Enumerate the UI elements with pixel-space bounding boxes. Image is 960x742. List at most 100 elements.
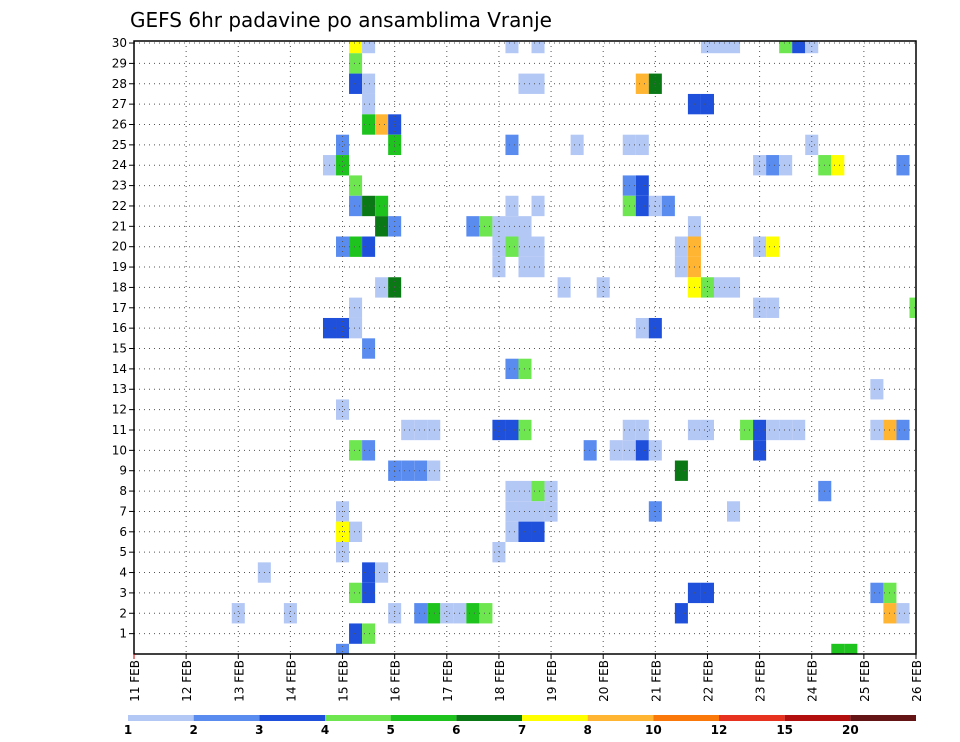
heatmap-cell bbox=[870, 582, 884, 604]
heatmap-cell bbox=[427, 419, 441, 441]
y-tick-label: 13 bbox=[112, 382, 127, 396]
heatmap-cell bbox=[727, 277, 741, 298]
heatmap-cell bbox=[700, 93, 714, 115]
colorbar-swatch bbox=[259, 715, 325, 721]
heatmap-cell bbox=[531, 236, 545, 257]
heatmap-cell bbox=[727, 501, 741, 522]
y-tick-label: 20 bbox=[112, 240, 127, 254]
heatmap-cell bbox=[349, 521, 363, 542]
heatmap-cell bbox=[362, 41, 376, 54]
heatmap-cell bbox=[349, 440, 363, 461]
heatmap-cell bbox=[375, 562, 389, 583]
heatmap-cell bbox=[375, 216, 389, 237]
heatmap-cell bbox=[362, 114, 376, 135]
colorbar-swatch bbox=[456, 715, 522, 721]
y-tick-label: 27 bbox=[112, 97, 127, 111]
y-tick-label: 14 bbox=[112, 362, 127, 376]
x-tick-label: 20 FEB bbox=[597, 660, 611, 702]
heatmap-cell bbox=[531, 73, 545, 94]
heatmap-cell bbox=[635, 440, 649, 461]
y-tick-label: 4 bbox=[119, 566, 127, 580]
heatmap-cell bbox=[896, 155, 910, 176]
heatmap-cell bbox=[831, 643, 845, 654]
y-tick-label: 16 bbox=[112, 321, 127, 335]
heatmap-cell bbox=[896, 603, 910, 624]
heatmap-cell bbox=[766, 419, 780, 441]
heatmap-cell bbox=[844, 643, 858, 654]
heatmap-cell bbox=[349, 582, 363, 604]
heatmap-cell bbox=[349, 623, 363, 644]
heatmap-cell bbox=[674, 603, 688, 624]
heatmap-cell bbox=[505, 195, 519, 217]
heatmap-cell bbox=[349, 195, 363, 217]
heatmap-cell bbox=[349, 53, 363, 74]
heatmap-cell bbox=[505, 41, 519, 54]
y-tick-label: 19 bbox=[112, 260, 127, 274]
colorbar: 1 2 3 4 5 6 7 8 10 12 15 20 bbox=[124, 715, 916, 737]
x-tick-label: 12 FEB bbox=[180, 660, 194, 702]
heatmap-cell bbox=[349, 297, 363, 318]
y-tick-label: 11 bbox=[112, 423, 127, 437]
heatmap-cell bbox=[440, 603, 454, 624]
x-tick-label: 25 FEB bbox=[858, 660, 872, 702]
y-tick-label: 9 bbox=[119, 464, 127, 478]
heatmap-cell bbox=[375, 114, 389, 135]
heatmap-cell bbox=[700, 277, 714, 298]
heatmap-cell bbox=[362, 73, 376, 94]
heatmap-cell bbox=[414, 419, 428, 441]
colorbar-swatch bbox=[850, 715, 916, 721]
x-tick-label: 22 FEB bbox=[701, 660, 715, 702]
heatmap-cell bbox=[648, 317, 662, 339]
y-tick-label: 30 bbox=[112, 36, 127, 50]
heatmap-cell bbox=[635, 195, 649, 217]
heatmap-cell bbox=[909, 297, 916, 318]
heatmap-cell bbox=[492, 256, 506, 278]
heatmap-cell bbox=[231, 603, 245, 624]
heatmap-cell bbox=[727, 41, 741, 54]
heatmap-cell bbox=[596, 277, 610, 298]
heatmap-cell bbox=[648, 73, 662, 94]
heatmap-cell bbox=[362, 195, 376, 217]
heatmap-cell bbox=[805, 41, 819, 54]
heatmap-cell bbox=[779, 419, 793, 441]
heatmap-cell bbox=[700, 582, 714, 604]
y-tick-label: 12 bbox=[112, 403, 127, 417]
y-tick-label: 2 bbox=[119, 606, 127, 620]
heatmap-cell bbox=[479, 603, 493, 624]
y-tick-label: 28 bbox=[112, 77, 127, 91]
colorbar-label: 15 bbox=[776, 723, 793, 737]
heatmap-cell bbox=[349, 236, 363, 257]
heatmap-cell bbox=[531, 501, 545, 522]
heatmap-cell bbox=[531, 195, 545, 217]
heatmap-cell bbox=[505, 419, 519, 441]
heatmap-cell bbox=[427, 603, 441, 624]
heatmap-cell bbox=[805, 134, 819, 156]
heatmap-cell bbox=[336, 134, 350, 156]
y-tick-label: 29 bbox=[112, 56, 127, 70]
heatmap-cell bbox=[349, 73, 363, 94]
heatmap-cell bbox=[427, 460, 441, 481]
y-tick-label: 24 bbox=[112, 158, 127, 172]
colorbar-label: 4 bbox=[321, 723, 329, 737]
x-tick-label: 19 FEB bbox=[545, 660, 559, 702]
heatmap-cell bbox=[766, 236, 780, 257]
heatmap-cell bbox=[336, 399, 350, 420]
heatmap-cell bbox=[414, 603, 428, 624]
colorbar-swatch bbox=[325, 715, 391, 721]
heatmap-cell bbox=[635, 419, 649, 441]
heatmap-cell bbox=[466, 216, 480, 237]
heatmap-cell bbox=[674, 236, 688, 257]
heatmap-cell bbox=[779, 41, 793, 54]
heatmap-cell bbox=[635, 317, 649, 339]
heatmap-cell bbox=[362, 582, 376, 604]
x-tick-label: 14 FEB bbox=[284, 660, 298, 702]
heatmap-cell bbox=[870, 419, 884, 441]
heatmap-cell bbox=[362, 93, 376, 115]
y-tick-label: 17 bbox=[112, 301, 127, 315]
heatmap-cell bbox=[349, 317, 363, 339]
y-tick-label: 6 bbox=[119, 525, 127, 539]
heatmap-cell bbox=[336, 155, 350, 176]
x-tick-label: 16 FEB bbox=[389, 660, 403, 702]
heatmap-cell bbox=[414, 460, 428, 481]
